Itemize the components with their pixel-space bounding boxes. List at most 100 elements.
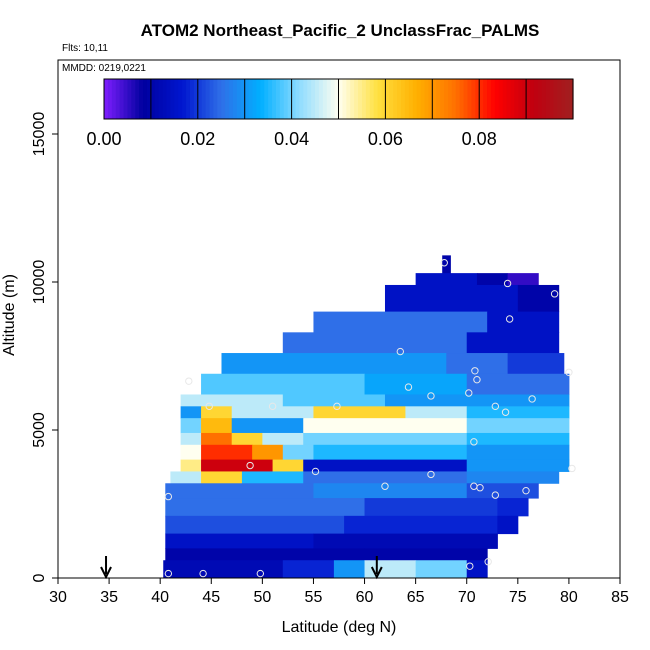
observation-point [476, 484, 484, 492]
y-tick-label: 0 [31, 573, 48, 582]
colorbar-segment [162, 79, 168, 119]
observation-point [404, 383, 413, 391]
observation-point [246, 461, 254, 470]
heatmap-cell [466, 432, 570, 446]
colorbar-segment [264, 79, 269, 119]
colorbar-segment [432, 79, 437, 119]
latitude-markers [100, 556, 383, 580]
heatmap-cells [163, 255, 570, 579]
colorbar-segment [217, 79, 222, 119]
heatmap-cell [446, 353, 509, 375]
colorbar-segment [111, 79, 117, 119]
heatmap-cell [165, 533, 314, 549]
colorbar-segment [166, 79, 172, 119]
heatmap-cell [201, 471, 243, 484]
colorbar-segment [522, 79, 527, 119]
observation-point [501, 408, 510, 416]
colorbar-segment [115, 79, 121, 119]
colorbar-segment [506, 79, 512, 119]
heatmap-cell [487, 311, 560, 333]
colorbar-frame [103, 78, 574, 120]
colorbar-segment [131, 79, 136, 119]
observation-point [528, 395, 536, 403]
heatmap-cell [282, 394, 386, 407]
colorbar-segment [447, 79, 453, 119]
colorbar-segment [361, 79, 367, 119]
heatmap-cell [282, 332, 468, 354]
colorbar-segment [377, 79, 383, 119]
colorbar-segment [326, 79, 332, 119]
colorbar-segment [467, 79, 472, 119]
heatmap-cell [364, 373, 468, 395]
marker-arrow-head [370, 566, 383, 580]
observation-point [333, 402, 341, 411]
heatmap-cell [201, 406, 233, 419]
colorbar-segment [178, 79, 183, 119]
colorbar-segment [146, 79, 152, 119]
colorbar-segment [533, 79, 539, 119]
chart-title: ATOM2 Northeast_Pacific_2 UnclassFrac_PA… [141, 21, 540, 40]
colorbar-segment [330, 79, 336, 119]
observation-points [164, 259, 576, 578]
colorbar-segment [557, 79, 562, 119]
colorbar-segment [201, 79, 207, 119]
x-tick-label: 40 [151, 589, 169, 606]
x-axis: 30 35 40 45 50 55 60 65 70 75 80 85 [49, 577, 629, 606]
heatmap-cell [313, 311, 488, 333]
colorbar-segment [322, 79, 328, 119]
colorbar-segment [334, 79, 340, 119]
colorbar-segment [381, 79, 386, 119]
colorbar-segment [221, 79, 226, 119]
heatmap-cell [466, 332, 560, 354]
heatmap-cell [201, 373, 366, 395]
observation-point [470, 438, 478, 446]
heatmap-cell [303, 418, 468, 434]
heatmap-cell [303, 459, 468, 472]
colorbar-segment [444, 79, 449, 119]
x-tick-label: 60 [356, 589, 374, 606]
observation-point [565, 368, 573, 376]
observation-point [205, 402, 213, 411]
heatmap-cell [180, 406, 202, 419]
colorbar-segment [358, 79, 363, 119]
heatmap-cell [466, 444, 570, 461]
colorbar-segment [209, 79, 215, 119]
heatmap-cell [201, 418, 233, 434]
heatmap-cell [313, 533, 498, 549]
heatmap-cell [221, 353, 447, 375]
y-tick-label: 10000 [31, 260, 48, 305]
colorbar-segment [483, 79, 488, 119]
marker-arrow-head [100, 566, 112, 580]
colorbar-segment [518, 79, 523, 119]
colorbar-segment [412, 79, 418, 119]
heatmap-cell [384, 394, 570, 407]
colorbar-segment [369, 79, 375, 119]
colorbar-segment [397, 79, 402, 119]
colorbar-segment [510, 79, 515, 119]
colorbar-segment [189, 79, 195, 119]
heatmap-cell [415, 273, 478, 286]
colorbar-segment [248, 79, 254, 119]
colorbar-segment [127, 79, 132, 119]
colorbar-segment [256, 79, 261, 119]
colorbar-segment [479, 79, 484, 119]
colorbar-segment [244, 79, 250, 119]
colorbar-segment [541, 79, 547, 119]
y-axis: 0 5000 10000 15000 [31, 112, 59, 582]
x-tick-label: 65 [407, 589, 425, 606]
observation-point [568, 464, 576, 473]
colorbar-tick-label: 0.00 [86, 129, 121, 149]
observation-point [484, 558, 492, 566]
heatmap-cell [466, 483, 539, 499]
colorbar-segment [197, 79, 203, 119]
colorbar-segment [260, 79, 265, 119]
heatmap-cell [201, 459, 274, 472]
colorbar-tick-label: 0.04 [274, 129, 309, 149]
colorbar-tick-label: 0.02 [180, 129, 215, 149]
observation-point [491, 491, 500, 499]
colorbar-segment [268, 79, 273, 119]
colorbar-segment [549, 79, 555, 119]
heatmap-cell [466, 459, 570, 472]
colorbar-segment [123, 79, 129, 119]
x-tick-label: 30 [49, 589, 67, 606]
